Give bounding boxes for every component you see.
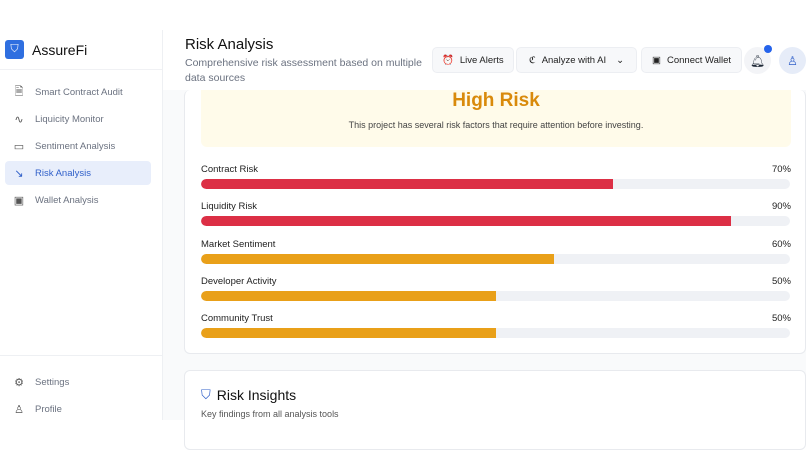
metric-label: Developer Activity	[201, 275, 277, 287]
button-label: Analyze with AI	[541, 54, 607, 66]
progress-track	[201, 253, 790, 264]
user-icon: ♙	[14, 403, 24, 416]
gear-icon: ⚙	[14, 376, 24, 389]
file-search-icon: 🗎	[14, 85, 24, 98]
progress-fill	[201, 328, 496, 339]
shield-icon: ⛉	[201, 387, 211, 402]
metric-value: 90%	[771, 201, 791, 213]
analyze-with-ai-button[interactable]: ℭ Analyze with AI ⌄	[516, 47, 638, 73]
progress-track	[201, 179, 790, 189]
page-title: Risk Analysis	[185, 36, 274, 53]
sidebar-item-label: Liquicity Monitor	[35, 113, 104, 125]
metric-label: Community Trust	[201, 313, 273, 325]
header: Risk Analysis Comprehensive risk assessm…	[163, 30, 806, 90]
wallet-icon: ▣	[652, 54, 661, 66]
brand[interactable]: ⛉ AssureFi	[0, 30, 162, 70]
notification-dot	[764, 45, 772, 53]
risk-insights-card: ⛉ Risk Insights Key findings from all ana…	[184, 370, 806, 450]
live-alerts-button[interactable]: ⏰ Live Alerts	[432, 47, 514, 73]
profile-avatar[interactable]: ♙	[779, 47, 806, 74]
connect-wallet-button[interactable]: ▣ Connect Wallet	[641, 47, 743, 73]
app-name: AssureFi	[32, 41, 88, 58]
alarm-icon: ⏰	[442, 54, 454, 66]
button-label: Live Alerts	[459, 54, 504, 66]
risk-level-banner: High Risk This project has several risk …	[201, 90, 791, 147]
metric-label: Market Sentiment	[201, 238, 276, 250]
sidebar-item-label: Settings	[35, 376, 70, 388]
sidebar-item-label: Smart Contract Audit	[35, 86, 123, 98]
progress-track	[201, 328, 790, 339]
shield-icon: ⛉	[5, 40, 24, 59]
insights-title: Risk Insights	[216, 387, 297, 403]
sidebar-item-risk-analysis[interactable]: ↘ Risk Analysis	[5, 161, 151, 185]
button-label: Connect Wallet	[666, 54, 732, 66]
metric-label: Liquidity Risk	[201, 201, 257, 213]
metric-label: Contract Risk	[201, 164, 259, 175]
progress-track	[201, 290, 790, 301]
sidebar-item-profile[interactable]: ♙ Profile	[5, 397, 151, 421]
sidebar-item-label: Wallet Analysis	[35, 194, 99, 206]
progress-fill	[201, 179, 614, 189]
activity-icon: ∿	[14, 113, 24, 126]
sidebar-item-wallet-analysis[interactable]: ▣ Wallet Analysis	[5, 188, 151, 212]
sidebar-item-label: Risk Analysis	[35, 167, 91, 179]
progress-fill	[201, 216, 732, 227]
sidebar-item-label: Sentiment Analysis	[35, 140, 116, 152]
brain-icon: ℭ	[529, 54, 536, 66]
risk-description: This project has several risk factors th…	[348, 120, 644, 130]
bell-icon: 🔔︎	[749, 53, 766, 68]
progress-track	[201, 216, 790, 227]
notifications-button[interactable]: 🔔︎	[744, 45, 772, 74]
risk-metric: Market Sentiment 60%	[201, 238, 791, 264]
trending-down-icon: ↘	[14, 167, 24, 180]
sidebar-item-liquidity-monitor[interactable]: ∿ Liquicity Monitor	[5, 107, 151, 131]
sidebar-item-smart-contract-audit[interactable]: 🗎 Smart Contract Audit	[5, 80, 151, 104]
risk-metric: Contract Risk 70%	[201, 164, 791, 189]
sidebar: ⛉ AssureFi 🗎 Smart Contract Audit ∿ Liquic…	[0, 30, 163, 420]
sidebar-item-sentiment-analysis[interactable]: ▭ Sentiment Analysis	[5, 134, 151, 158]
user-icon: ♙	[787, 53, 798, 68]
metric-value: 50%	[771, 275, 791, 287]
risk-score-card: High Risk This project has several risk …	[184, 90, 806, 354]
risk-metric: Liquidity Risk 90%	[201, 201, 791, 227]
insights-subtitle: Key findings from all analysis tools	[201, 409, 339, 419]
risk-level: High Risk	[452, 90, 540, 111]
metric-value: 60%	[771, 238, 791, 250]
message-square-icon: ▭	[13, 140, 25, 153]
chevron-down-icon: ⌄	[616, 54, 625, 66]
progress-fill	[201, 290, 496, 301]
wallet-icon: ▣	[13, 194, 25, 207]
metric-value: 70%	[771, 164, 791, 175]
main-content: High Risk This project has several risk …	[163, 90, 806, 450]
metric-value: 50%	[771, 313, 791, 325]
progress-fill	[201, 253, 555, 264]
sidebar-item-label: Profile	[35, 403, 62, 415]
page-subtitle: Comprehensive risk assessment based on m…	[185, 57, 422, 84]
risk-metric: Developer Activity 50%	[201, 275, 791, 301]
sidebar-item-settings[interactable]: ⚙ Settings	[5, 370, 151, 394]
risk-metric: Community Trust 50%	[201, 313, 791, 339]
